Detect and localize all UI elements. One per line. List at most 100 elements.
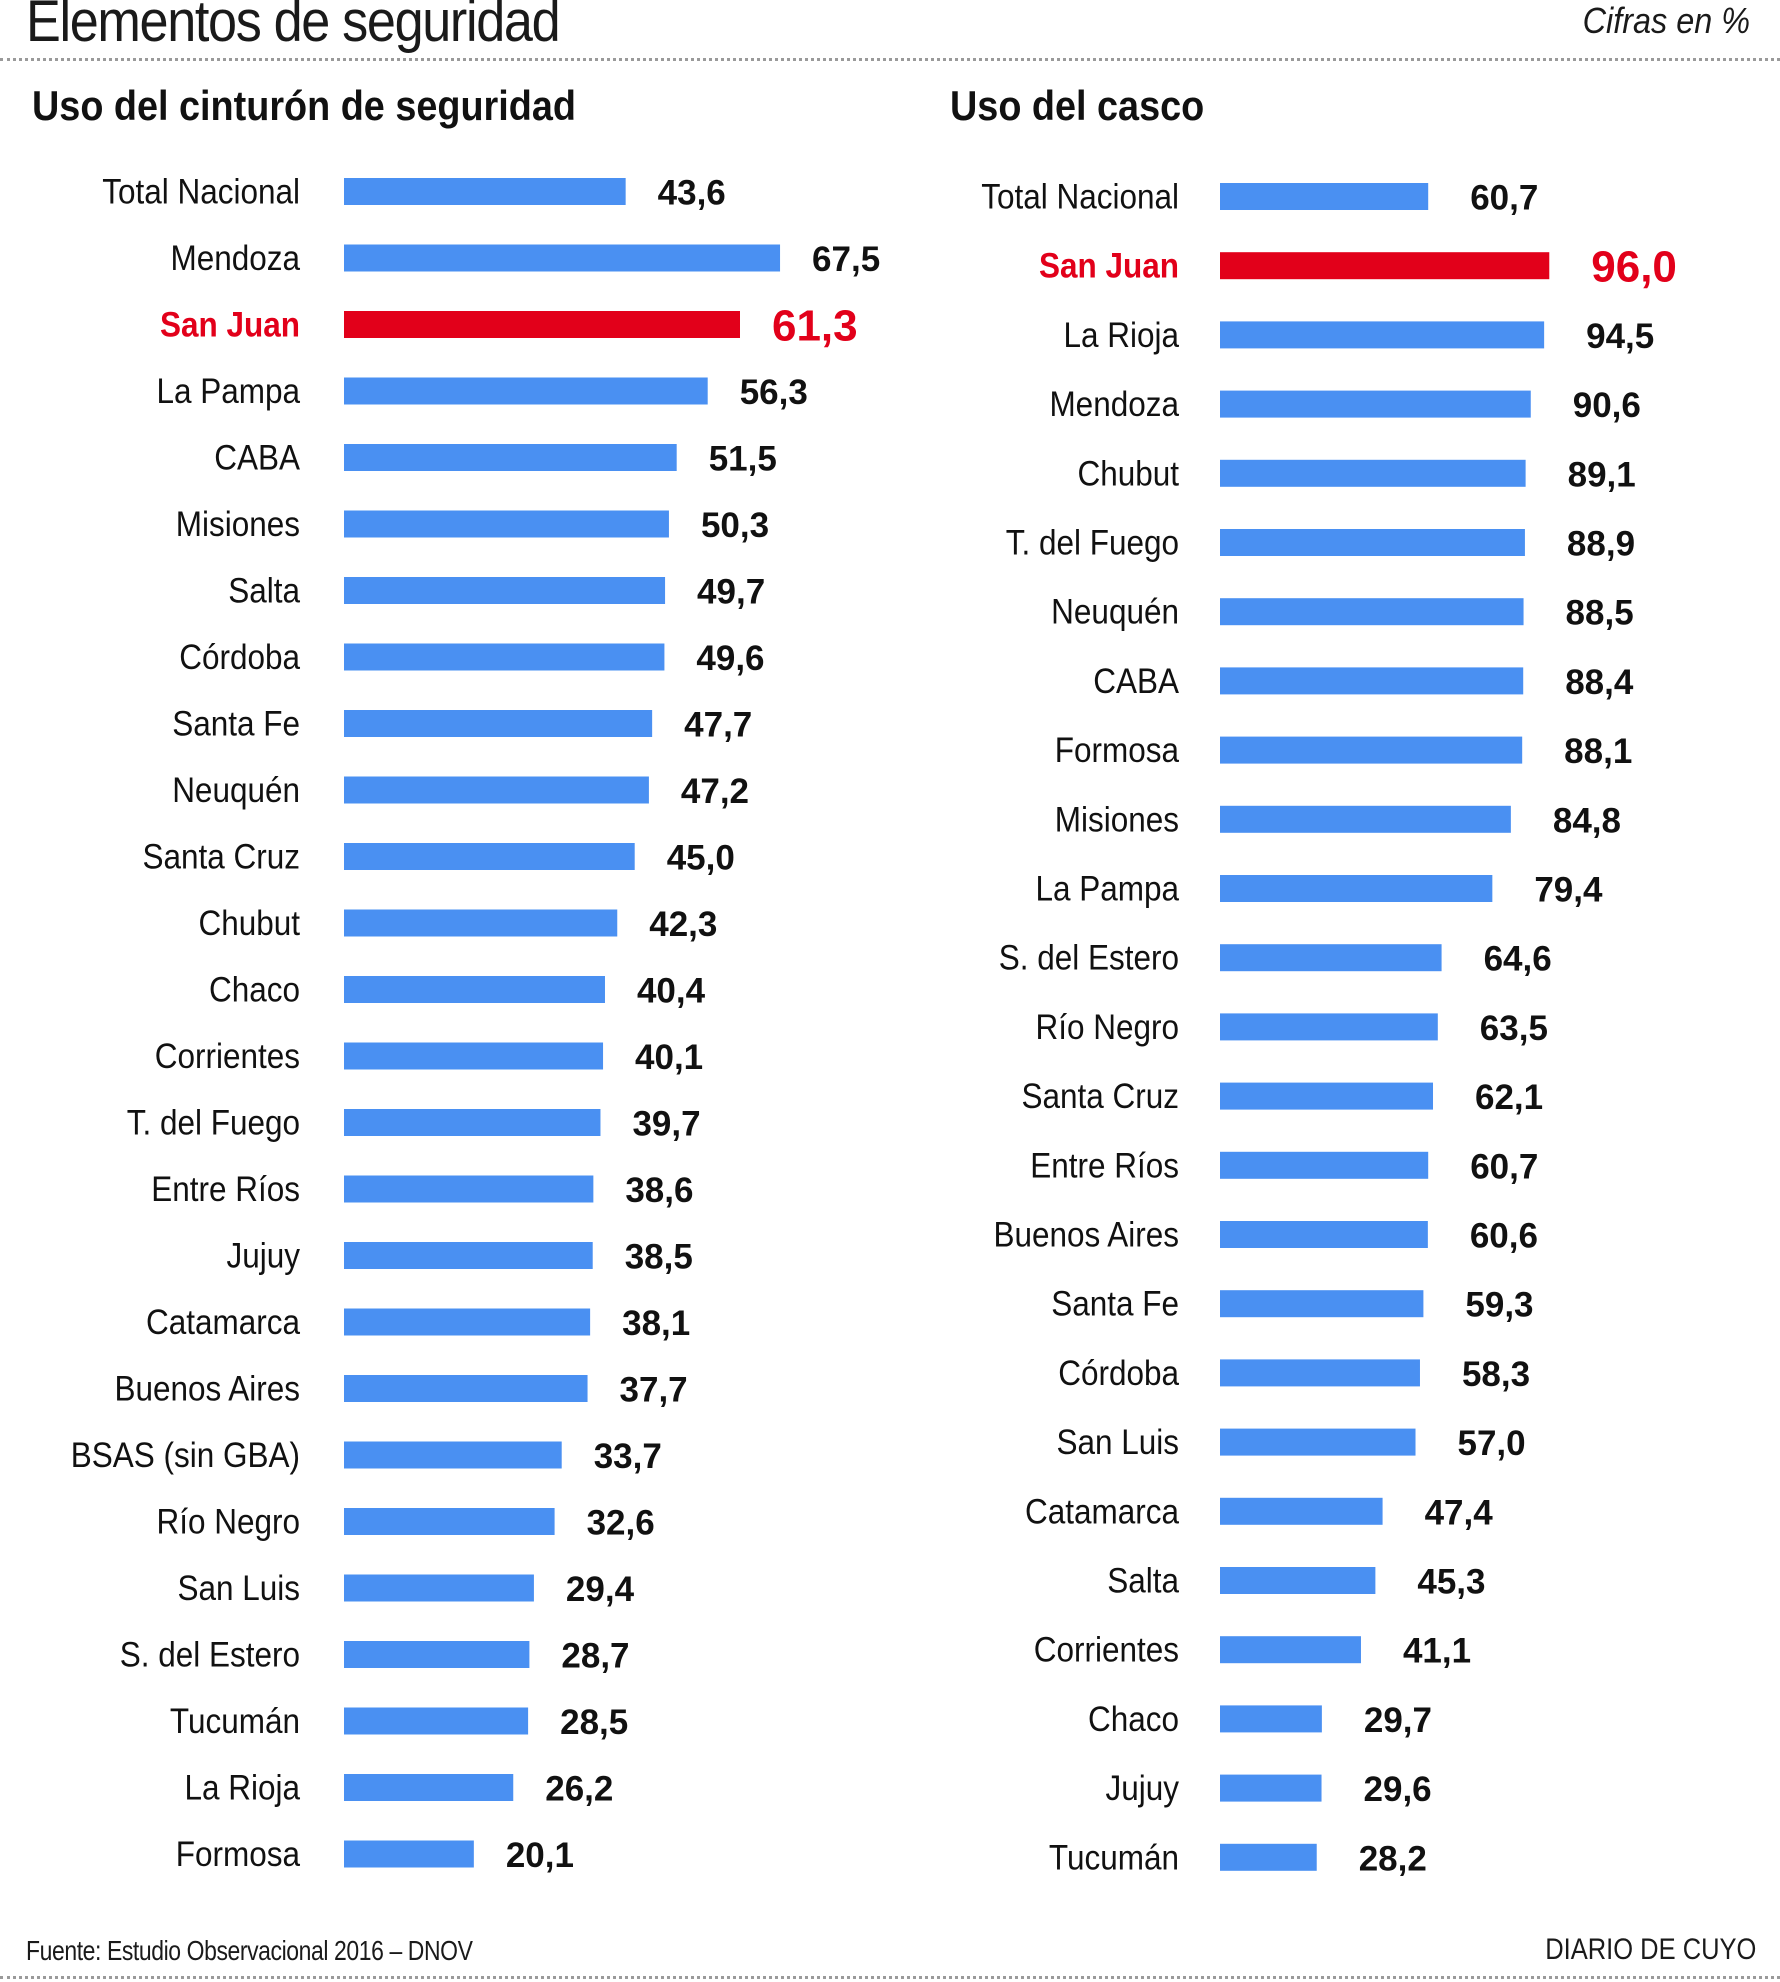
value-label: 29,7 — [1364, 1701, 1432, 1740]
top-divider — [0, 58, 1780, 61]
bar-row-la-rioja: La Rioja 94,5 — [1063, 316, 1654, 355]
category-label: Chubut — [198, 905, 300, 944]
bar — [1220, 1013, 1438, 1041]
bar — [344, 1707, 529, 1735]
category-label: Chubut — [1077, 455, 1179, 494]
bar-row-chaco: Chaco 40,4 — [209, 971, 706, 1010]
bar — [344, 510, 669, 538]
category-label: Tucumán — [170, 1703, 300, 1742]
value-label: 89,1 — [1568, 455, 1636, 494]
value-label: 88,4 — [1565, 663, 1634, 702]
bar-row-total-nacional: Total Nacional 60,7 — [981, 178, 1538, 217]
value-label: 20,1 — [506, 1836, 574, 1875]
value-label: 60,7 — [1470, 1147, 1538, 1186]
value-label: 38,6 — [625, 1171, 693, 1210]
bar-row-entre-rios: Entre Ríos 38,6 — [151, 1171, 693, 1210]
bar — [1220, 1221, 1428, 1248]
bar — [344, 976, 605, 1003]
bar-row-caba: CABA 88,4 — [1093, 662, 1634, 701]
source-note: Fuente: Estudio Observacional 2016 – DNO… — [26, 1935, 473, 1966]
category-label: Salta — [1107, 1562, 1179, 1601]
bar-row-caba: CABA 51,5 — [214, 439, 777, 478]
bar-row-santa-fe: Santa Fe 59,3 — [1051, 1285, 1533, 1324]
bar-row-formosa: Formosa 20,1 — [176, 1836, 574, 1875]
category-label: Entre Ríos — [1030, 1147, 1179, 1186]
category-label: Neuquén — [172, 772, 300, 811]
bar-row-chubut: Chubut 42,3 — [198, 905, 717, 944]
value-label: 84,8 — [1553, 801, 1621, 840]
bar-row-san-luis: San Luis 57,0 — [1056, 1424, 1525, 1463]
bar — [1220, 1705, 1322, 1733]
bar-row-entre-rios: Entre Ríos 60,7 — [1030, 1147, 1538, 1186]
bar-row-misiones: Misiones 84,8 — [1055, 801, 1621, 840]
category-label: Misiones — [1055, 801, 1179, 840]
bar — [1220, 667, 1524, 695]
bar — [344, 1774, 514, 1801]
value-label: 28,5 — [560, 1703, 628, 1742]
bar — [1220, 736, 1523, 764]
bar-row-salta: Salta 45,3 — [1107, 1562, 1485, 1601]
bar-row-jujuy: Jujuy 29,6 — [1105, 1770, 1431, 1809]
bar — [1220, 529, 1525, 556]
bar-row-cordoba: Córdoba 49,6 — [179, 639, 764, 678]
category-label: Neuquén — [1051, 593, 1179, 632]
value-label: 47,2 — [681, 772, 749, 811]
bar — [1220, 459, 1526, 487]
value-label: 42,3 — [649, 905, 717, 944]
bar — [1220, 1290, 1424, 1318]
value-label: 47,4 — [1425, 1493, 1494, 1532]
bar-row-misiones: Misiones 50,3 — [176, 506, 769, 545]
value-label: 28,2 — [1359, 1839, 1427, 1878]
bar-row-catamarca: Catamarca 47,4 — [1025, 1493, 1493, 1532]
value-label: 59,3 — [1465, 1286, 1533, 1325]
bar-row-corrientes: Corrientes 40,1 — [155, 1038, 703, 1077]
value-label: 57,0 — [1458, 1424, 1526, 1463]
bar-row-chubut: Chubut 89,1 — [1077, 455, 1635, 494]
value-label: 56,3 — [740, 373, 808, 412]
category-label: Total Nacional — [981, 178, 1179, 217]
bar — [1220, 1151, 1429, 1179]
value-label: 67,5 — [812, 240, 880, 279]
bar — [344, 444, 677, 471]
value-label: 60,6 — [1470, 1217, 1538, 1256]
bar-row-corrientes: Corrientes 41,1 — [1034, 1631, 1471, 1670]
value-label: 29,4 — [566, 1570, 635, 1609]
bar-row-cordoba: Córdoba 58,3 — [1058, 1354, 1530, 1393]
category-label: CABA — [1093, 662, 1179, 701]
bar-row-mendoza: Mendoza 90,6 — [1049, 386, 1640, 425]
bar-row-bsas-sin-gba: BSAS (sin GBA) 33,7 — [71, 1437, 662, 1476]
category-label: La Pampa — [156, 373, 300, 412]
value-label: 41,1 — [1403, 1632, 1471, 1671]
category-label: Río Negro — [1035, 1008, 1179, 1047]
bar — [344, 776, 649, 804]
value-label: 29,6 — [1364, 1770, 1432, 1809]
bar-row-san-luis: San Luis 29,4 — [177, 1570, 634, 1609]
category-label: Mendoza — [1049, 386, 1179, 425]
bar — [1220, 598, 1524, 626]
category-label: CABA — [214, 439, 300, 478]
value-label: 32,6 — [587, 1504, 655, 1543]
bar-row-la-pampa: La Pampa 56,3 — [156, 373, 807, 412]
category-label: T. del Fuego — [127, 1104, 300, 1143]
seatbelt-chart-title: Uso del cinturón de seguridad — [32, 82, 576, 129]
category-label: Catamarca — [146, 1304, 300, 1343]
bar-row-mendoza: Mendoza 67,5 — [170, 240, 880, 279]
bar — [344, 1242, 593, 1269]
category-label: Santa Cruz — [142, 838, 300, 877]
bar-row-neuquen: Neuquén 88,5 — [1051, 593, 1633, 632]
category-label: Córdoba — [1058, 1354, 1179, 1393]
bar — [1220, 390, 1531, 418]
bar-row-tucuman: Tucumán 28,5 — [170, 1703, 628, 1742]
category-label: San Luis — [1056, 1424, 1179, 1463]
value-label: 40,4 — [637, 972, 706, 1011]
category-label: San Juan — [1039, 247, 1179, 286]
helmet-chart: Total Nacional 60,7 San Juan 96,0 La Rioja 94… — [981, 178, 1677, 1878]
page-title: Elementos de seguridad — [26, 0, 561, 54]
bar — [344, 843, 635, 870]
bar — [344, 244, 781, 272]
category-label: Jujuy — [226, 1237, 300, 1276]
bar-row-chaco: Chaco 29,7 — [1088, 1700, 1432, 1739]
value-label: 47,7 — [684, 706, 752, 745]
bar — [1220, 1774, 1322, 1802]
